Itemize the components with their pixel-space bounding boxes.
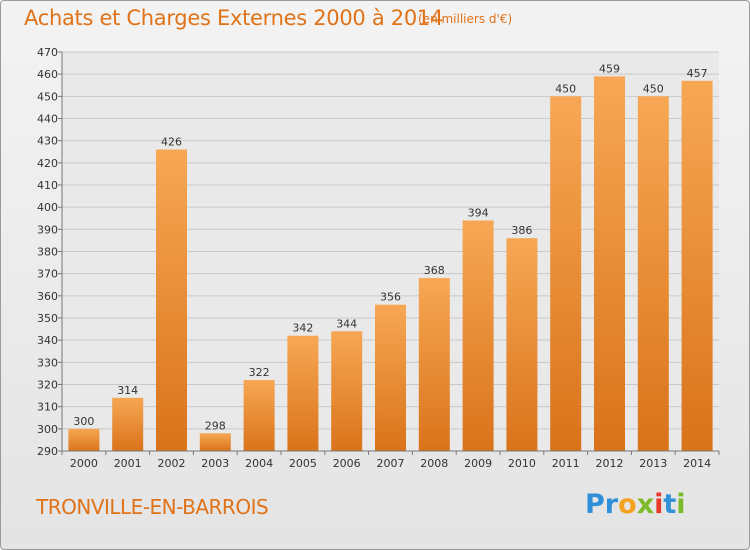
y-tick-label: 470 xyxy=(37,46,58,59)
y-tick-label: 450 xyxy=(37,90,58,103)
chart-subtitle: (en milliers d'€) xyxy=(418,12,513,26)
x-tick-label: 2009 xyxy=(464,457,492,470)
y-tick-label: 350 xyxy=(37,312,58,325)
bar-2005[interactable] xyxy=(287,335,319,451)
x-tick-label: 2012 xyxy=(596,457,624,470)
y-tick-label: 340 xyxy=(37,334,58,347)
bar-2002[interactable] xyxy=(156,149,187,452)
x-tick-label: 2013 xyxy=(639,457,667,470)
data-label: 298 xyxy=(205,419,226,432)
data-label: 450 xyxy=(643,82,664,95)
data-label: 457 xyxy=(687,67,708,80)
y-tick-label: 360 xyxy=(37,290,58,303)
x-tick-label: 2007 xyxy=(377,457,405,470)
x-tick-label: 2004 xyxy=(245,457,273,470)
chart-title: Achats et Charges Externes 2000 à 2014 xyxy=(24,6,444,30)
data-label: 386 xyxy=(511,224,532,237)
x-tick-label: 2008 xyxy=(420,457,448,470)
bar-2004[interactable] xyxy=(243,380,275,451)
y-tick-label: 410 xyxy=(37,179,58,192)
data-label: 450 xyxy=(555,82,576,95)
data-label: 314 xyxy=(117,384,138,397)
data-label: 322 xyxy=(249,366,270,379)
x-tick-label: 2005 xyxy=(289,457,317,470)
x-tick-label: 2002 xyxy=(158,457,186,470)
x-tick-label: 2010 xyxy=(508,457,536,470)
bar-2003[interactable] xyxy=(199,433,231,451)
bar-2011[interactable] xyxy=(550,96,582,451)
y-tick-label: 380 xyxy=(37,246,58,259)
data-label: 368 xyxy=(424,264,445,277)
y-tick-label: 320 xyxy=(37,379,58,392)
bar-2010[interactable] xyxy=(506,238,538,451)
y-tick-label: 310 xyxy=(37,401,58,414)
x-tick-label: 2014 xyxy=(683,457,711,470)
data-label: 342 xyxy=(292,322,313,335)
y-tick-label: 420 xyxy=(37,157,58,170)
x-tick-label: 2003 xyxy=(201,457,229,470)
bar-2013[interactable] xyxy=(637,96,669,451)
bar-2007[interactable] xyxy=(375,304,406,451)
x-tick-label: 2001 xyxy=(114,457,142,470)
data-label: 426 xyxy=(161,136,182,149)
x-tick-label: 2011 xyxy=(552,457,580,470)
y-tick-label: 390 xyxy=(37,223,58,236)
data-label: 394 xyxy=(468,206,489,219)
x-tick-label: 2000 xyxy=(70,457,98,470)
bar-2001[interactable] xyxy=(112,397,144,451)
y-tick-label: 300 xyxy=(37,423,58,436)
data-label: 300 xyxy=(73,415,94,428)
bar-2000[interactable] xyxy=(68,428,100,451)
data-label: 344 xyxy=(336,317,357,330)
x-tick-label: 2006 xyxy=(333,457,361,470)
bar-2006[interactable] xyxy=(331,331,363,451)
y-tick-label: 370 xyxy=(37,268,58,281)
town-name: TRONVILLE-EN-BARROIS xyxy=(36,495,269,519)
proxiti-logo[interactable]: Proxiti xyxy=(585,489,686,520)
y-tick-label: 460 xyxy=(37,68,58,81)
bar-2014[interactable] xyxy=(681,80,713,452)
y-tick-label: 330 xyxy=(37,356,58,369)
data-label: 459 xyxy=(599,62,620,75)
bar-2008[interactable] xyxy=(418,278,450,451)
bar-2009[interactable] xyxy=(462,220,494,451)
y-tick-label: 400 xyxy=(37,201,58,214)
y-tick-label: 440 xyxy=(37,113,58,126)
bar-2012[interactable] xyxy=(594,76,625,451)
data-label: 356 xyxy=(380,291,401,304)
y-tick-label: 430 xyxy=(37,135,58,148)
y-tick-label: 290 xyxy=(37,445,58,458)
